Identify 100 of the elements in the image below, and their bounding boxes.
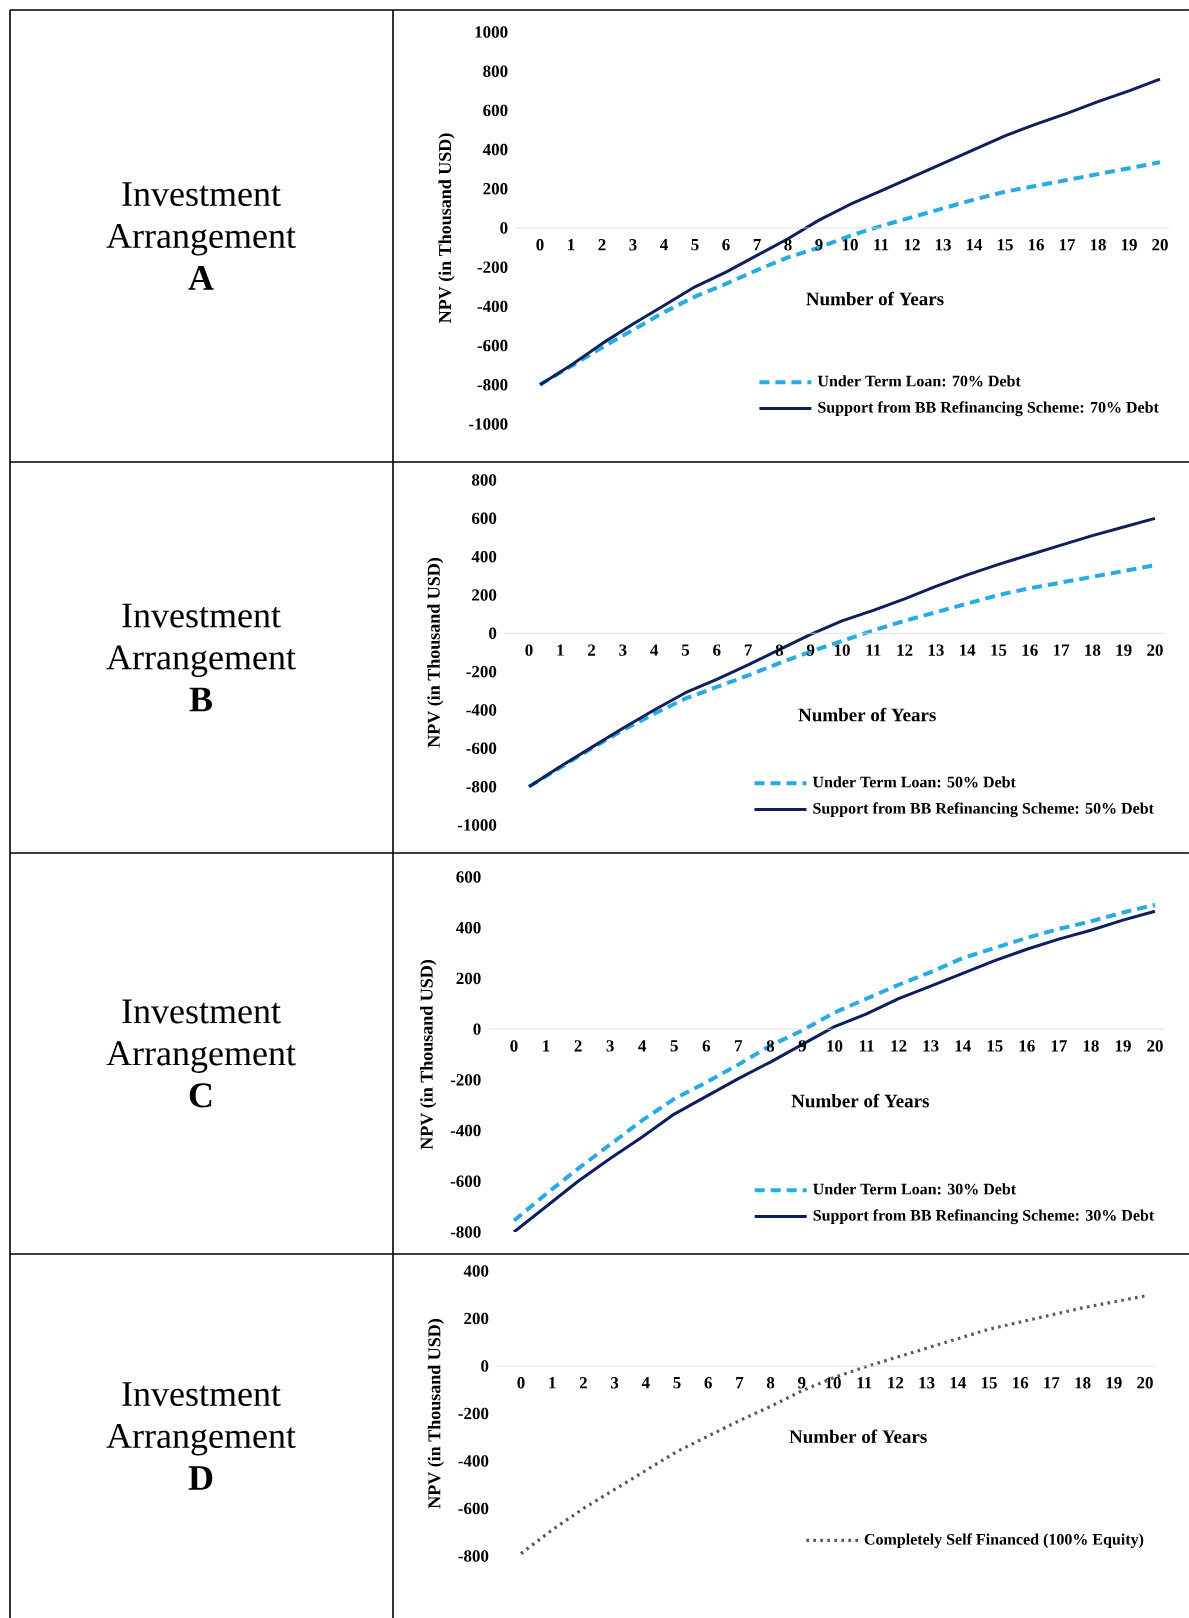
x-tick-label: 11	[866, 644, 881, 656]
x-tick-label: 7	[735, 1040, 743, 1052]
x-tick-label: 17	[1051, 1040, 1067, 1052]
x-tick-label: 2	[588, 644, 596, 656]
x-tick-label: 7	[753, 239, 761, 251]
x-axis-title: Number of Years	[791, 1093, 929, 1108]
y-tick-label: 800	[471, 474, 497, 486]
y-tick-label: 400	[471, 550, 497, 563]
x-tick-label: 19	[1121, 239, 1137, 251]
x-tick-label: 7	[736, 1377, 744, 1389]
x-tick-label: 4	[641, 1377, 650, 1389]
x-tick-label: 18	[1090, 239, 1106, 251]
y-axis-title: NPV (in Thousand USD)	[427, 558, 444, 748]
x-tick-label: 2	[598, 239, 606, 251]
x-tick-label: 15	[997, 239, 1013, 251]
legend-label: Support from BB Refinancing Scheme: 30% Debt	[813, 1209, 1155, 1225]
x-tick-label: 14	[955, 1040, 971, 1052]
x-tick-label: 12	[897, 644, 913, 656]
x-tick-label: 0	[510, 1040, 518, 1052]
y-tick-label: -800	[466, 780, 497, 793]
text: Investment Arrangement C	[106, 999, 296, 1108]
x-tick-label: 6	[704, 1377, 712, 1389]
y-tick-label: 0	[473, 1023, 481, 1035]
legend-label: Support from BB Refinancing Scheme: 70% Debt	[818, 401, 1159, 417]
x-tick-label: 4	[650, 644, 659, 656]
y-tick-label: -400	[466, 704, 497, 716]
x-tick-label: 20	[1147, 1040, 1163, 1052]
y-tick-label: 0	[489, 627, 497, 640]
y-axis-title: NPV (in Thousand USD)	[427, 1319, 445, 1509]
legend-label: Under Term Loan: 70% Debt	[817, 375, 1021, 387]
y-tick-label: -600	[458, 1502, 489, 1515]
y-tick-label: -1000	[457, 819, 497, 831]
x-tick-label: 12	[891, 1040, 907, 1052]
y-tick-label: 1000	[475, 26, 508, 38]
y-tick-label: -400	[477, 300, 508, 313]
y-tick-label: -200	[458, 1407, 489, 1420]
text: Investment Arrangement A	[106, 182, 296, 290]
x-tick-label: 4	[638, 1040, 647, 1052]
x-tick-label: 16	[1028, 239, 1044, 251]
x-tick-label: 15	[981, 1377, 997, 1389]
x-tick-label: 16	[1019, 1040, 1035, 1052]
x-tick-label: 6	[713, 644, 721, 656]
x-tick-label: 9	[806, 644, 815, 656]
x-tick-label: 20	[1152, 239, 1168, 251]
x-tick-label: 20	[1147, 644, 1163, 656]
x-tick-label: 0	[525, 644, 533, 656]
legend-label: Under Term Loan: 30% Debt	[813, 1183, 1017, 1195]
y-tick-label: 200	[456, 972, 481, 985]
y-tick-label: 200	[464, 1312, 489, 1325]
x-tick-label: 11	[857, 1377, 872, 1389]
x-tick-label: 15	[991, 644, 1007, 656]
y-tick-label: 0	[481, 1360, 489, 1372]
x-tick-label: 1	[557, 644, 564, 656]
y-tick-label: 400	[463, 1265, 489, 1277]
y-tick-label: 200	[472, 589, 497, 601]
x-tick-label: 5	[670, 1040, 678, 1052]
x-tick-label: 3	[606, 1040, 614, 1052]
x-tick-label: 5	[673, 1377, 681, 1389]
x-tick-label: 20	[1137, 1377, 1153, 1389]
y-tick-label: -600	[466, 742, 497, 755]
x-tick-label: 11	[874, 239, 889, 251]
x-tick-label: 10	[842, 239, 858, 251]
y-tick-label: -200	[466, 665, 497, 678]
x-tick-label: 13	[935, 239, 951, 251]
x-tick-label: 19	[1115, 1040, 1131, 1052]
x-tick-label: 18	[1083, 1040, 1099, 1052]
x-tick-label: 8	[766, 1377, 775, 1389]
y-tick-label: -1000	[469, 418, 508, 430]
x-tick-label: 12	[888, 1377, 904, 1389]
y-tick-label: 600	[456, 871, 481, 883]
y-tick-label: 200	[483, 183, 508, 195]
x-tick-label: 14	[950, 1377, 966, 1389]
x-tick-label: 4	[659, 239, 668, 251]
x-tick-label: 13	[928, 644, 944, 656]
x-tick-label: 17	[1059, 239, 1076, 251]
x-tick-label: 1	[543, 1040, 550, 1052]
y-axis-title: NPV (in Thousand USD)	[420, 960, 437, 1150]
y-tick-label: -200	[450, 1074, 481, 1086]
y-tick-label: 600	[471, 512, 497, 525]
x-tick-label: 14	[960, 644, 976, 656]
x-tick-label: 13	[923, 1040, 939, 1052]
y-axis-title: NPV (in Thousand USD)	[438, 133, 455, 323]
x-tick-label: 0	[536, 239, 544, 251]
x-tick-label: 18	[1085, 644, 1101, 656]
x-tick-label: 5	[691, 239, 699, 251]
x-tick-label: 1	[549, 1377, 556, 1389]
x-tick-label: 10	[827, 1040, 843, 1052]
x-tick-label: 16	[1022, 644, 1038, 656]
x-axis-title: Number of Years	[789, 1429, 927, 1444]
text: Investment Arrangement D	[106, 1382, 296, 1490]
y-tick-label: -600	[450, 1175, 481, 1187]
legend-label: Completely Self Financed (100% Equity)	[864, 1533, 1144, 1549]
x-tick-label: 17	[1044, 1377, 1060, 1389]
x-tick-label: 16	[1013, 1377, 1029, 1389]
y-tick-label: -800	[477, 379, 508, 391]
x-tick-label: 6	[702, 1040, 711, 1052]
x-tick-label: 15	[987, 1040, 1003, 1052]
y-tick-label: -800	[450, 1226, 481, 1238]
y-tick-label: 600	[483, 104, 508, 117]
x-tick-label: 10	[825, 1377, 841, 1389]
